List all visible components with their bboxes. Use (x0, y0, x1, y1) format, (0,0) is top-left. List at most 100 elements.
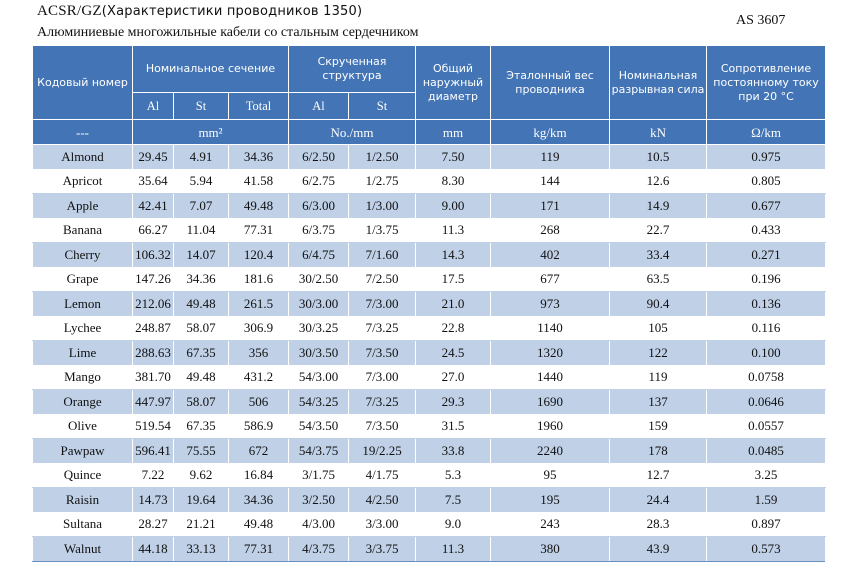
cell-stranding-st: 4/1.75 (348, 463, 417, 488)
cell-stranding-st: 1/2.50 (348, 144, 417, 170)
cell-section-al: 596.41 (132, 438, 174, 464)
cell-resistance: 0.100 (706, 340, 827, 366)
cell-stranding-st: 1/3.75 (348, 218, 417, 243)
cell-resistance: 0.897 (706, 512, 827, 537)
cell-section-total: 41.58 (227, 169, 290, 194)
cell-section-st: 7.07 (173, 193, 229, 219)
cell-stranding-st: 1/3.00 (348, 193, 417, 219)
table-row: Almond 29.45 4.91 34.36 6/2.50 1/2.50 7.50 119 1… (32, 144, 827, 170)
cell-stranding-al: 6/3.75 (288, 218, 350, 243)
cell-breaking-load: 14.9 (609, 193, 708, 219)
cell-section-total: 672 (227, 438, 290, 464)
cell-mass: 243 (490, 512, 611, 537)
cell-mass: 380 (490, 536, 611, 562)
cell-diameter: 8.30 (415, 169, 492, 194)
cell-diameter: 29.3 (415, 389, 492, 415)
cell-mass: 144 (490, 169, 611, 194)
cell-section-al: 28.27 (132, 512, 174, 537)
cell-section-al: 106.32 (132, 242, 174, 268)
table-row: Grape 147.26 34.36 181.6 30/2.50 7/2.50 17.5 67… (32, 267, 827, 292)
cell-stranding-al: 6/2.75 (288, 169, 350, 194)
cell-stranding-st: 7/3.50 (348, 414, 417, 439)
cell-stranding-al: 54/3.75 (288, 438, 350, 464)
cell-stranding-al: 54/3.25 (288, 389, 350, 415)
cell-resistance: 0.271 (706, 242, 827, 268)
document-subtitle: Алюминиевые многожильные кабели со сталь… (37, 25, 419, 40)
cell-section-al: 42.41 (132, 193, 174, 219)
cell-resistance: 0.116 (706, 316, 827, 341)
cell-diameter: 7.50 (415, 144, 492, 170)
cell-breaking-load: 33.4 (609, 242, 708, 268)
cell-mass: 677 (490, 267, 611, 292)
cell-section-al: 29.45 (132, 144, 174, 170)
cell-mass: 402 (490, 242, 611, 268)
cell-stranding-al: 3/1.75 (288, 463, 350, 488)
cell-stranding-st: 7/3.25 (348, 316, 417, 341)
unit-breaking-load: kN (609, 119, 708, 145)
cell-breaking-load: 122 (609, 340, 708, 366)
cell-mass: 1140 (490, 316, 611, 341)
unit-resistance: Ω/km (706, 119, 827, 145)
cell-code: Pawpaw (32, 438, 133, 464)
cell-code: Banana (32, 218, 133, 243)
cell-breaking-load: 12.6 (609, 169, 708, 194)
cell-mass: 119 (490, 144, 611, 170)
cell-code: Raisin (32, 487, 133, 513)
cell-diameter: 11.3 (415, 218, 492, 243)
cell-section-total: 16.84 (227, 463, 290, 488)
unit-code: --- (32, 119, 133, 145)
cell-diameter: 9.00 (415, 193, 492, 219)
cell-section-st: 58.07 (173, 316, 229, 341)
header-stranding-st: St (348, 92, 417, 120)
cell-section-al: 44.18 (132, 536, 174, 562)
cell-code: Grape (32, 267, 133, 292)
cell-section-st: 4.91 (173, 144, 229, 170)
cell-section-al: 7.22 (132, 463, 174, 488)
title-latin: ACSR/GZ (37, 3, 102, 19)
cell-resistance: 0.677 (706, 193, 827, 219)
cell-breaking-load: 24.4 (609, 487, 708, 513)
cell-breaking-load: 105 (609, 316, 708, 341)
cell-diameter: 33.8 (415, 438, 492, 464)
cell-mass: 95 (490, 463, 611, 488)
cell-stranding-st: 7/2.50 (348, 267, 417, 292)
cell-section-total: 49.48 (227, 193, 290, 219)
cell-section-st: 34.36 (173, 267, 229, 292)
header-breaking-load: Номинальная разрывная сила (609, 45, 708, 120)
table-row: Orange 447.97 58.07 506 54/3.25 7/3.25 29.3 169… (32, 389, 827, 415)
cell-diameter: 21.0 (415, 291, 492, 317)
cell-code: Apricot (32, 169, 133, 194)
cell-stranding-al: 4/3.75 (288, 536, 350, 562)
cell-stranding-st: 7/3.25 (348, 389, 417, 415)
cell-section-al: 248.87 (132, 316, 174, 341)
cell-breaking-load: 12.7 (609, 463, 708, 488)
header-resistance: Сопротивление постоянному току при 20 °C (706, 45, 827, 120)
table-row: Lemon 212.06 49.48 261.5 30/3.00 7/3.00 21.0 97… (32, 291, 827, 317)
cell-diameter: 22.8 (415, 316, 492, 341)
table-row: Mango 381.70 49.48 431.2 54/3.00 7/3.00 27.0 14… (32, 365, 827, 390)
cell-resistance: 0.0485 (706, 438, 827, 464)
cell-code: Orange (32, 389, 133, 415)
cell-section-total: 120.4 (227, 242, 290, 268)
header-code: Кодовый номер (32, 45, 133, 120)
cell-diameter: 24.5 (415, 340, 492, 366)
conductor-table: Кодовый номер Номинальное сечение Скруче… (32, 45, 827, 562)
cell-mass: 1320 (490, 340, 611, 366)
cell-diameter: 14.3 (415, 242, 492, 268)
cell-diameter: 9.0 (415, 512, 492, 537)
cell-section-st: 58.07 (173, 389, 229, 415)
cell-mass: 1440 (490, 365, 611, 390)
cell-resistance: 0.805 (706, 169, 827, 194)
cell-section-total: 77.31 (227, 218, 290, 243)
cell-stranding-st: 7/3.50 (348, 340, 417, 366)
cell-code: Almond (32, 144, 133, 170)
cell-breaking-load: 159 (609, 414, 708, 439)
cell-stranding-al: 6/2.50 (288, 144, 350, 170)
cell-stranding-st: 19/2.25 (348, 438, 417, 464)
table-row: Raisin 14.73 19.64 34.36 3/2.50 4/2.50 7.5 195 2… (32, 487, 827, 513)
standard-label: AS 3607 (736, 13, 786, 28)
cell-section-al: 381.70 (132, 365, 174, 390)
cell-breaking-load: 10.5 (609, 144, 708, 170)
cell-diameter: 5.3 (415, 463, 492, 488)
table-body: Almond 29.45 4.91 34.36 6/2.50 1/2.50 7.50 119 1… (32, 144, 827, 562)
